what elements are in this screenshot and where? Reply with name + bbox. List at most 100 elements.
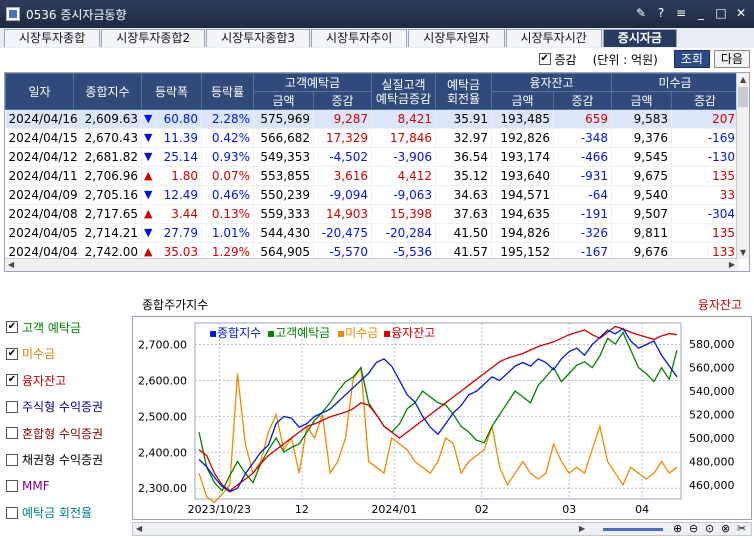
tab-securities-funds[interactable]: 증시자금 (602, 29, 677, 47)
series-option[interactable]: 예탁금 회전율 (6, 500, 130, 527)
series-checkbox[interactable] (6, 480, 18, 493)
menu-icon[interactable]: ≡ (675, 6, 687, 20)
funds-chart[interactable]: 2,300.00 2,400.00 2,500.00 2,600.00 2,700.00… (133, 317, 751, 519)
col-deposit[interactable]: 고객예탁금 (252, 73, 373, 92)
cell-dep-amt: 566,682 (253, 128, 314, 148)
x-tick-label: 02 (475, 503, 489, 516)
table-vertical-scrollbar[interactable]: ▲ ▼ (736, 73, 749, 259)
tab-market-summary-3[interactable]: 시장투자종합3 (206, 29, 311, 47)
chart-scrollbar[interactable]: ◀ ▶ ⊕ ⊖ ⊙ ⊗ ✂ (132, 522, 752, 536)
legend-item: ▪미수금 (337, 326, 378, 340)
zoom-fit-icon[interactable]: ⊗ (721, 522, 731, 535)
col-receivable-diff[interactable]: 증감 (671, 91, 740, 110)
series-checkbox[interactable] (6, 400, 18, 413)
arrow-down-icon: ▼ (144, 188, 153, 201)
col-deposit-diff[interactable]: 증감 (312, 91, 373, 110)
col-credit-amount[interactable]: 금액 (491, 91, 555, 110)
col-receivable-amount[interactable]: 금액 (611, 91, 673, 110)
cell-rate: 0.13% (201, 204, 254, 224)
series-option[interactable]: ✔ 미수금 (6, 341, 130, 368)
series-line-receivable (198, 365, 678, 504)
cell-dep-diff: 3,616 (313, 166, 373, 186)
col-credit[interactable]: 융자잔고 (491, 73, 613, 92)
legend-item: ▪융자잔고 (383, 326, 435, 340)
series-option[interactable]: 채권형 수익증권 (6, 447, 130, 474)
scroll-up-icon[interactable]: ▲ (740, 75, 747, 84)
table-row[interactable]: 2024/04/15 2,670.43 ▼ 11.39 0.42% 566,682 17,3… (5, 128, 740, 148)
table-row[interactable]: 2024/04/05 2,714.21 ▼ 27.79 1.01% 544,430 -20,… (5, 223, 740, 243)
col-change[interactable]: 등락폭 (141, 73, 202, 110)
col-receivable[interactable]: 미수금 (611, 73, 740, 92)
series-option[interactable]: ✔ 융자잔고 (6, 367, 130, 394)
cell-rec-diff: 33 (671, 185, 740, 205)
legend-item: ▪고객예탁금 (267, 326, 330, 340)
tab-market-trend[interactable]: 시장투자추이 (311, 29, 408, 47)
col-real-deposit[interactable]: 실질고객 예탁금증감 (371, 73, 437, 110)
col-credit-diff[interactable]: 증감 (553, 91, 613, 110)
zoom-in-icon[interactable]: ⊕ (673, 522, 683, 535)
cell-index: 2,717.65 (73, 204, 142, 224)
col-turnover[interactable]: 예탁금 회전율 (435, 73, 493, 110)
col-index[interactable]: 종합지수 (73, 73, 142, 110)
arrow-up-icon: ▲ (144, 245, 153, 258)
series-options-panel: ✔ 고객 예탁금 ✔ 미수금 ✔ 융자잔고 주식형 수익증권 혼합형 수익증권 채권형 수익증권… (6, 314, 130, 526)
cell-rate: 2.28% (201, 109, 254, 129)
series-checkbox[interactable] (6, 427, 18, 440)
series-option[interactable]: ✔ 고객 예탁금 (6, 314, 130, 341)
scroll-left-icon[interactable]: ◀ (8, 260, 15, 269)
zoom-slider[interactable] (603, 528, 663, 531)
unit-label: (단위 : 억원) (592, 52, 658, 67)
y-left-tick-label: 2,700.00 (138, 339, 187, 352)
diff-checkbox[interactable]: ✔ (538, 53, 551, 65)
chart-area[interactable]: 2,300.00 2,400.00 2,500.00 2,600.00 2,700.00… (132, 316, 752, 520)
zoom-reset-icon[interactable]: ⊙ (705, 522, 715, 535)
tab-market-daily[interactable]: 시장투자일자 (408, 29, 505, 47)
next-button[interactable]: 다음 (713, 50, 750, 68)
table-row[interactable]: 2024/04/12 2,681.82 ▼ 25.14 0.93% 549,353 -4,5… (5, 147, 740, 167)
series-checkbox[interactable]: ✔ (6, 321, 18, 334)
col-rate[interactable]: 등락률 (201, 73, 254, 110)
col-deposit-amount[interactable]: 금액 (253, 91, 314, 110)
table-row[interactable]: 2024/04/09 2,705.16 ▼ 12.49 0.46% 550,239 -9,0… (5, 185, 740, 205)
table-row[interactable]: 2024/04/08 2,717.65 ▲ 3.44 0.13% 559,333 14,90… (5, 204, 740, 224)
scroll-thumb[interactable] (738, 87, 748, 107)
table-row[interactable]: 2024/04/04 2,742.00 ▲ 35.03 1.29% 564,905 -5,5… (5, 242, 740, 262)
cell-change: ▼ 12.49 (141, 185, 202, 205)
pin-icon[interactable]: ✎ (635, 6, 647, 20)
minimize-icon[interactable]: _ (698, 6, 704, 20)
y-left-tick-label: 2,500.00 (138, 410, 187, 423)
tab-market-summary-2[interactable]: 시장투자종합2 (101, 29, 206, 47)
cell-change: ▼ 60.80 (141, 109, 202, 129)
series-option[interactable]: 주식형 수익증권 (6, 394, 130, 421)
app-icon (6, 7, 20, 21)
tab-market-time[interactable]: 시장투자시간 (505, 29, 602, 47)
series-option[interactable]: 혼합형 수익증권 (6, 420, 130, 447)
query-button[interactable]: 조회 (673, 50, 710, 68)
cell-cr-diff: -466 (553, 147, 613, 167)
series-checkbox[interactable] (6, 506, 18, 519)
chart-scroll-right-icon[interactable]: ▶ (579, 524, 586, 533)
cell-real: 17,846 (371, 128, 437, 148)
cell-change: ▼ 25.14 (141, 147, 202, 167)
tab-market-summary[interactable]: 시장투자종합 (4, 29, 101, 47)
cell-date: 2024/04/16 (5, 109, 78, 129)
chart-scroll-left-icon[interactable]: ◀ (136, 524, 143, 533)
zoom-out-icon[interactable]: ⊖ (689, 522, 699, 535)
table-row[interactable]: 2024/04/16 2,609.63 ▼ 60.80 2.28% 575,969 9,28… (5, 109, 740, 129)
help-icon[interactable]: ? (657, 6, 665, 20)
table-row[interactable]: 2024/04/11 2,706.96 ▲ 1.80 0.07% 553,855 3,616… (5, 166, 740, 186)
series-checkbox[interactable] (6, 453, 18, 466)
cell-real: -20,284 (371, 223, 437, 243)
cell-dep-amt: 549,353 (253, 147, 314, 167)
cell-dep-amt: 553,855 (253, 166, 314, 186)
close-icon[interactable]: ✕ (735, 6, 747, 20)
series-option[interactable]: MMF (6, 473, 130, 500)
maximize-icon[interactable]: □ (715, 6, 727, 20)
series-checkbox[interactable]: ✔ (6, 374, 18, 387)
col-date[interactable]: 일자 (5, 73, 74, 110)
scroll-down-icon[interactable]: ▼ (740, 248, 747, 257)
chart-settings-icon[interactable]: ✂ (737, 522, 747, 535)
table-horizontal-scrollbar[interactable]: ◀ ▶ (5, 258, 738, 271)
series-checkbox[interactable]: ✔ (6, 347, 18, 360)
scroll-right-icon[interactable]: ▶ (728, 260, 735, 269)
